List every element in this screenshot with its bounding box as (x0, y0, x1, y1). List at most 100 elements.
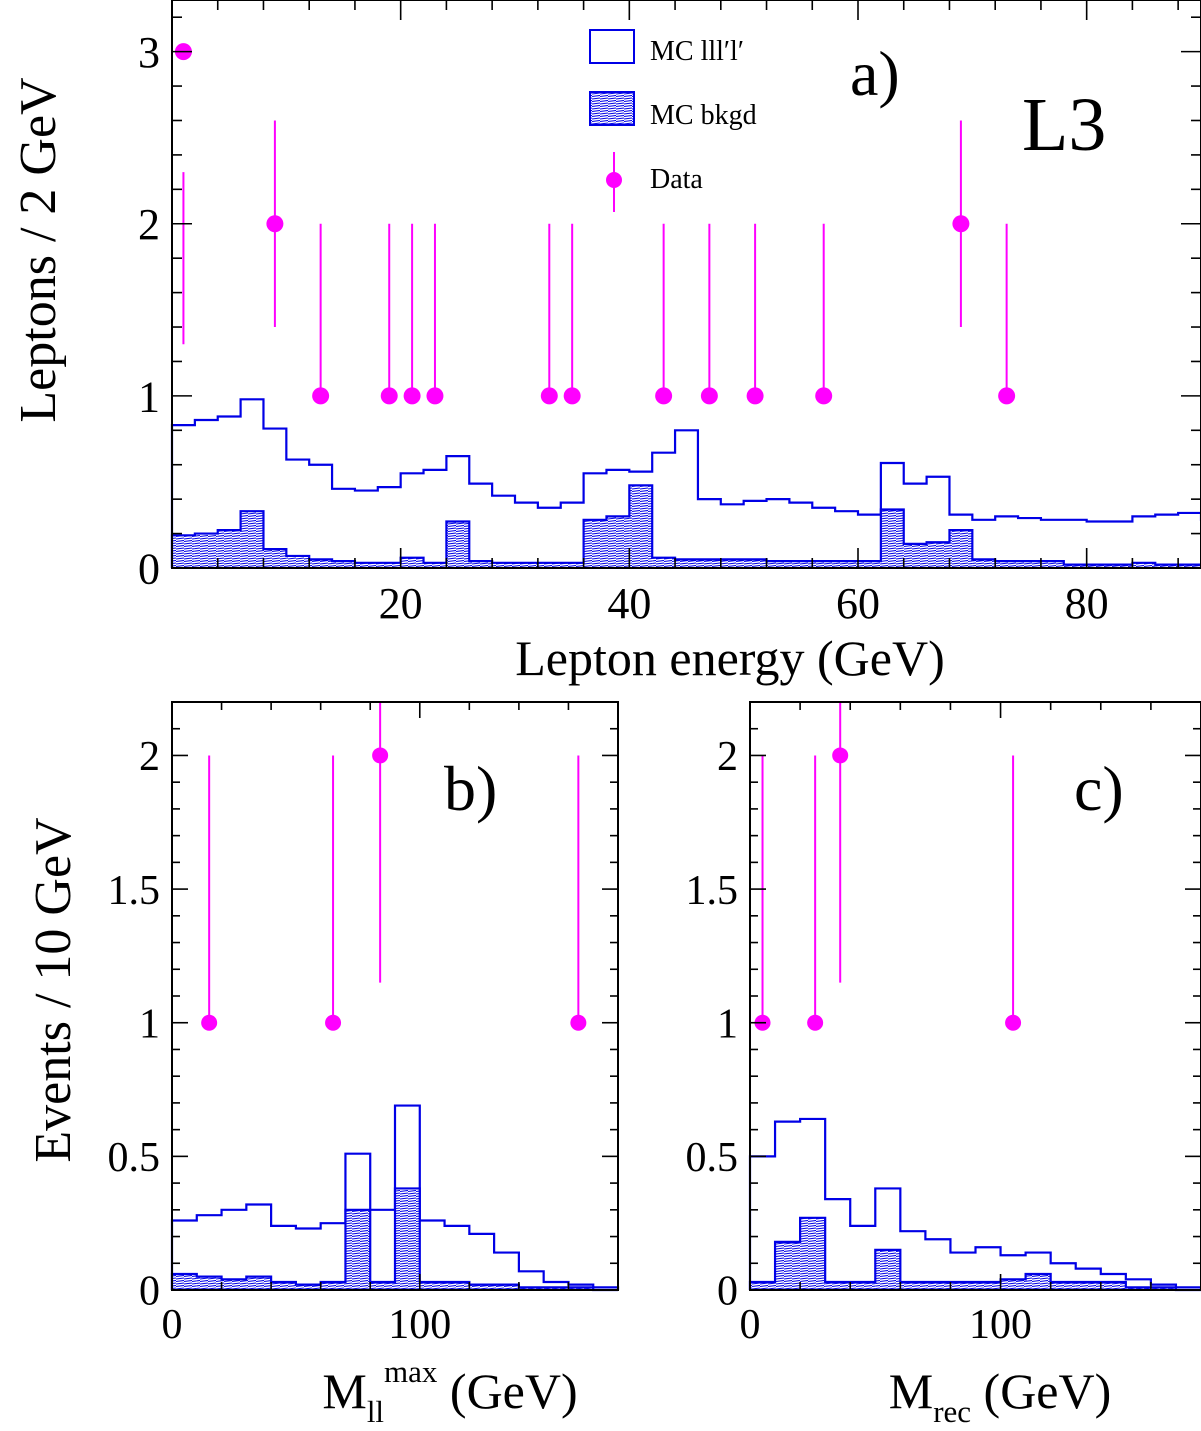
signal-bin-13 (469, 484, 492, 568)
signal-bin-6 (309, 465, 332, 568)
y-tick-label: 1 (138, 372, 160, 421)
data-point-2 (832, 747, 849, 764)
bkgd-bin-30 (858, 561, 881, 568)
bkgd-bin-36 (995, 561, 1019, 568)
y-tick-label: 0.5 (108, 1135, 161, 1181)
y-tick-label: 1 (139, 1001, 160, 1047)
bkgd-bin-13 (469, 561, 493, 568)
bkgd-bin-6 (320, 1281, 346, 1290)
signal-bin-30 (858, 515, 881, 568)
x-axis-label: Mrec (GeV) (889, 1363, 1112, 1429)
data-point-9 (700, 387, 718, 405)
signal-bin-41 (1110, 522, 1133, 568)
panel-label-a: a) (850, 38, 900, 109)
signal-bin-8 (370, 1210, 395, 1290)
bkgd-bin-12 (1050, 1281, 1076, 1290)
bkgd-bin-0 (172, 535, 195, 568)
bkgd-bin-8 (950, 1281, 976, 1290)
data-point-3 (1005, 1014, 1022, 1031)
bkgd-bin-39 (1063, 564, 1087, 568)
bkgd-bin-2 (217, 530, 241, 568)
signal-bin-42 (1132, 516, 1155, 568)
data-point-2 (312, 387, 330, 405)
x-tick-label: 60 (836, 579, 880, 628)
bkgd-bin-9 (975, 1281, 1001, 1290)
signal-bin-11 (424, 470, 447, 568)
bkgd-bin-6 (900, 1281, 926, 1290)
y-tick-label: 0 (717, 1269, 738, 1315)
bkgd-bin-12 (446, 521, 470, 568)
signal-bin-4 (850, 1226, 875, 1290)
legend-label-data: Data (650, 164, 703, 195)
signal-bin-3 (825, 1199, 850, 1290)
signal-bin-39 (1064, 520, 1087, 568)
mc-bkgd-outline (748, 1216, 1201, 1292)
x-axis-label: Mllmax (GeV) (322, 1354, 577, 1429)
legend-label-mc-signal: MC lll′l′ (650, 36, 744, 67)
signal-bin-4 (263, 429, 286, 568)
bkgd-bin-43 (1155, 564, 1179, 568)
bkgd-bin-2 (800, 1217, 826, 1290)
bkgd-bin-15 (543, 1287, 569, 1290)
x-axis-label: Lepton energy (GeV) (515, 630, 944, 686)
signal-bin-5 (296, 1229, 321, 1290)
data-point-7 (563, 387, 581, 405)
signal-bin-5 (286, 460, 309, 568)
x-tick-label: 20 (379, 579, 423, 628)
bkgd-bin-24 (720, 559, 744, 568)
signal-bin-16 (538, 508, 561, 568)
bkgd-bin-22 (675, 559, 698, 568)
bkgd-bin-29 (835, 561, 858, 568)
bkgd-bin-1 (196, 1276, 222, 1290)
bkgd-bin-11 (1025, 1273, 1051, 1290)
data-point-3 (380, 387, 398, 405)
signal-bin-23 (698, 499, 721, 568)
signal-bin-9 (378, 487, 401, 568)
bkgd-bin-4 (850, 1281, 876, 1290)
bkgd-bin-16 (568, 1287, 594, 1290)
data-point-5 (426, 387, 444, 405)
y-tick-label: 2 (139, 734, 160, 780)
bkgd-bin-17 (560, 562, 584, 568)
bkgd-bin-8 (370, 1281, 395, 1290)
bkgd-bin-15 (515, 562, 538, 568)
legend-swatch-mc-background (589, 91, 635, 126)
bkgd-bin-0 (750, 1281, 776, 1290)
data-point-1 (325, 1014, 342, 1031)
bkgd-bin-14 (518, 1287, 544, 1290)
bkgd-bin-44 (1178, 564, 1201, 568)
data-point-4 (403, 387, 421, 405)
bkgd-bin-20 (629, 485, 653, 568)
signal-bin-44 (1178, 513, 1201, 568)
bkgd-bin-32 (903, 543, 927, 568)
signal-bin-40 (1087, 522, 1110, 568)
bkgd-bin-0 (172, 1273, 197, 1290)
bkgd-bin-4 (271, 1281, 296, 1290)
legend-label-mc-background: MC bkgd (650, 100, 757, 131)
signal-bin-0 (750, 1156, 775, 1290)
signal-bin-4 (271, 1226, 296, 1290)
bkgd-bin-9 (377, 562, 401, 568)
bkgd-bin-21 (652, 557, 676, 568)
signal-bin-7 (332, 489, 355, 568)
signal-bin-8 (355, 491, 378, 568)
bkgd-bin-6 (309, 559, 333, 568)
mc-signal-outline (170, 398, 1201, 568)
y-tick-label: 3 (138, 28, 160, 77)
data-point-12 (952, 215, 970, 233)
signal-bin-12 (469, 1234, 494, 1290)
bkgd-bin-5 (286, 555, 310, 568)
mc-bkgd-outline (170, 484, 1201, 568)
bkgd-bin-11 (444, 1281, 470, 1290)
bkgd-bin-16 (537, 562, 561, 568)
y-axis-label: Leptons / 2 GeV (10, 77, 67, 422)
bkgd-bin-34 (949, 530, 973, 568)
signal-bin-25 (744, 501, 767, 568)
bkgd-bin-9 (395, 1188, 420, 1290)
plot-area-c: 0 0.5 1 1.5 2 0 100 Mrec (GeV) (686, 701, 1201, 1429)
data-point-6 (540, 387, 558, 405)
bkgd-bin-5 (295, 1284, 321, 1290)
bkgd-bin-23 (697, 559, 721, 568)
signal-bin-21 (652, 453, 675, 568)
